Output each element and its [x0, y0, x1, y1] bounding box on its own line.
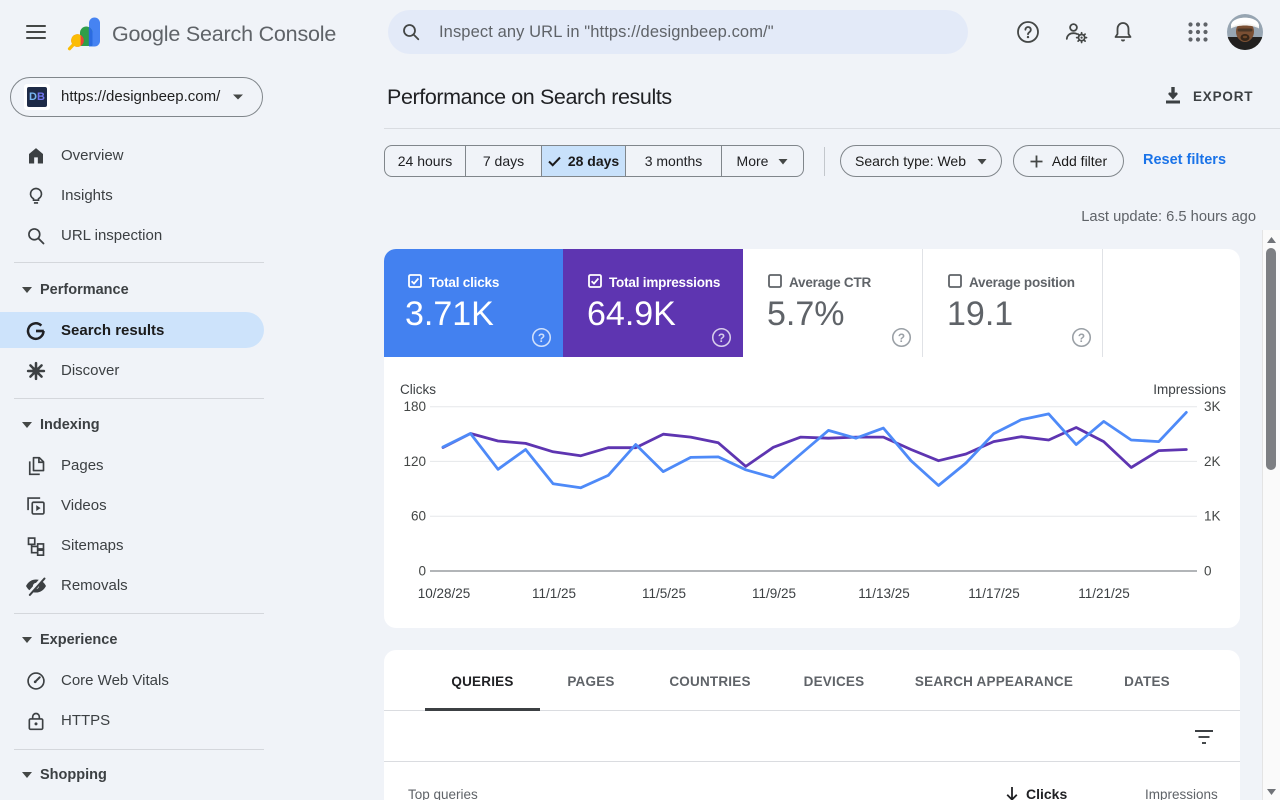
svg-text:120: 120: [403, 454, 426, 469]
svg-text:11/17/25: 11/17/25: [968, 586, 1020, 601]
svg-text:?: ?: [718, 331, 725, 345]
svg-text:11/9/25: 11/9/25: [752, 586, 796, 601]
svg-text:?: ?: [898, 331, 905, 345]
svg-text:11/21/25: 11/21/25: [1078, 586, 1130, 601]
svg-text:11/13/25: 11/13/25: [858, 586, 910, 601]
svg-text:2K: 2K: [1204, 454, 1221, 469]
svg-text:0: 0: [1204, 564, 1212, 579]
svg-text:Clicks: Clicks: [400, 382, 436, 397]
svg-text:?: ?: [1078, 331, 1085, 345]
svg-text:3K: 3K: [1204, 399, 1221, 414]
svg-text:Impressions: Impressions: [1153, 382, 1226, 397]
svg-text:0: 0: [418, 564, 426, 579]
svg-text:180: 180: [403, 399, 426, 414]
svg-text:60: 60: [411, 509, 426, 524]
svg-text:10/28/25: 10/28/25: [418, 586, 471, 601]
svg-text:11/5/25: 11/5/25: [642, 586, 686, 601]
svg-text:?: ?: [538, 331, 545, 345]
svg-text:11/1/25: 11/1/25: [532, 586, 576, 601]
svg-text:1K: 1K: [1204, 509, 1221, 524]
